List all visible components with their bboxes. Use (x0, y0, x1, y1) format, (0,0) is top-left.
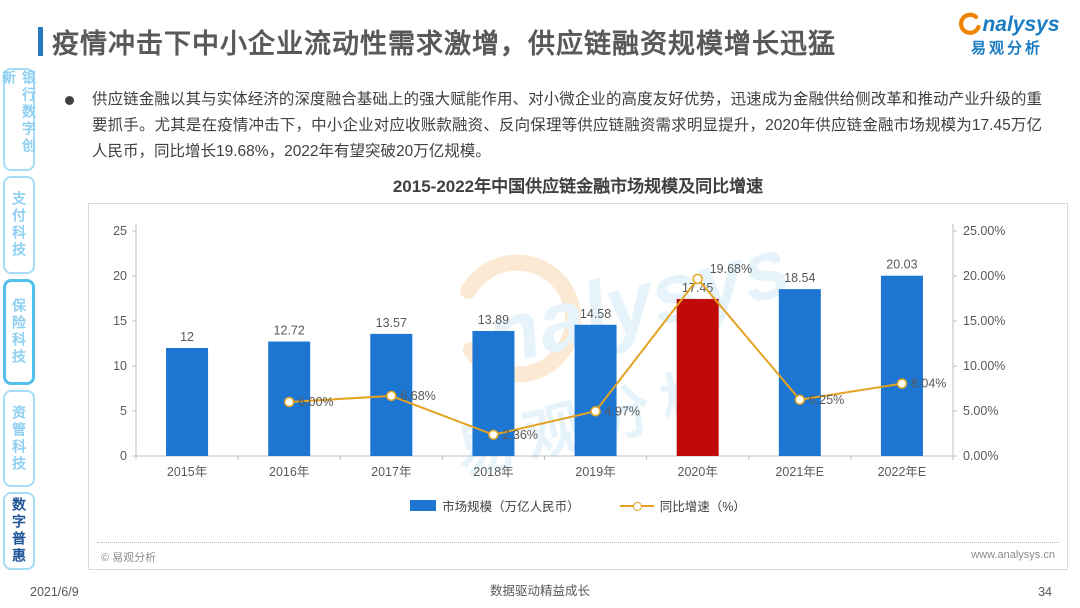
line-label-2020年: 19.68% (710, 262, 752, 276)
x-tick-label-2021年E: 2021年E (775, 465, 824, 479)
line-marker-2016年 (283, 396, 295, 408)
legend-item-growth-rate: 同比增速（%） (619, 496, 746, 515)
bullet-icon (65, 96, 74, 105)
analysys-swoosh-icon (959, 12, 982, 35)
chart-title: 2015-2022年中国供应链金融市场规模及同比增速 (392, 177, 764, 196)
line-marker-2022年E (896, 378, 908, 389)
x-tick-label-2020年: 2020年 (678, 465, 718, 479)
chart-footer-divider (97, 542, 1059, 543)
legend-label-market-size: 市场规模（万亿人民币） (442, 500, 580, 514)
bar-label-2018年: 13.89 (478, 313, 509, 327)
sidebar-tab-payment-tech[interactable]: 支付科技 (3, 176, 35, 274)
bar-2019年 (574, 324, 617, 456)
y-tick-label-right: 15.00% (963, 314, 1005, 328)
y-tick-label-left: 25 (113, 224, 127, 238)
x-tick-label-2019年: 2019年 (575, 465, 615, 479)
chart-footer: © 易观分析 www.analysys.cn (101, 549, 1055, 565)
line-label-2021年E: 6.25% (809, 393, 844, 407)
line-label-2017年: 6.68% (400, 389, 435, 403)
logo-row: nalysys (942, 10, 1072, 36)
chart-card: nalysys 易观分析 05101520250.00%5.00%10.00%1… (88, 203, 1068, 570)
y-tick-label-left: 5 (120, 404, 127, 418)
line-marker-2021年E (794, 394, 806, 405)
y-tick-label-left: 20 (113, 269, 127, 283)
bar-label-2020年: 17.45 (682, 281, 713, 295)
page-title: 疫情冲击下中小企业流动性需求激增，供应链融资规模增长迅猛 (52, 29, 836, 59)
y-tick-label-right: 20.00% (963, 269, 1005, 283)
legend-bar-swatch-icon (410, 500, 437, 511)
x-tick-label-2015年: 2015年 (167, 465, 207, 479)
footer-date: 2021/6/9 (30, 585, 79, 599)
logo-brand-text: nalysys (982, 13, 1060, 36)
line-marker-2019年 (590, 406, 601, 417)
bar-2015年 (166, 348, 209, 456)
x-tick-label-2016年: 2016年 (269, 465, 309, 479)
bar-label-2016年: 12.72 (274, 324, 305, 338)
logo-cn-text: 易观分析 (970, 40, 1043, 57)
footer-page-number: 34 (1038, 585, 1052, 599)
y-tick-label-right: 5.00% (963, 404, 998, 418)
bar-2021年E (778, 289, 821, 456)
legend-label-growth-rate: 同比增速（%） (659, 500, 746, 514)
x-tick-label-2017年: 2017年 (371, 465, 411, 479)
chart-copyright: © 易观分析 (101, 552, 157, 564)
title-accent-bar (38, 27, 43, 56)
line-label-2018年: 2.36% (502, 428, 537, 442)
sidebar-tab-asset-mgmt[interactable]: 资管科技 (3, 390, 35, 487)
chart-website: www.analysys.cn (971, 549, 1055, 561)
line-label-2019年: 4.97% (605, 404, 640, 418)
y-tick-label-right: 0.00% (963, 449, 998, 463)
chart-legend: 市场规模（万亿人民币） 同比增速（%） (89, 496, 1067, 515)
combo-chart: 0 5 10 15 20 25 0.00% 5.00% 10.00% 15.00% 20.00% 25… (113, 224, 1005, 479)
bar-label-2021年E: 18.54 (784, 271, 815, 285)
bar-label-2022年E: 20.03 (886, 258, 917, 272)
y-tick-label-right: 10.00% (963, 359, 1005, 373)
y-tick-label-left: 0 (120, 449, 127, 463)
legend-item-market-size: 市场规模（万亿人民币） (410, 496, 580, 515)
sidebar-tab-bank-digital[interactable]: 银行数字创新 (1, 68, 37, 171)
line-label-2016年: 6.00% (298, 395, 333, 409)
y-tick-label-left: 15 (113, 314, 127, 328)
bar-2020年 (676, 298, 719, 456)
bar-label-2015年: 12 (180, 330, 194, 344)
bar-label-2019年: 14.58 (580, 307, 611, 321)
y-tick-label-right: 25.00% (963, 224, 1005, 238)
line-marker-2017年 (386, 390, 397, 402)
bar-label-2017年: 13.57 (376, 316, 407, 330)
sidebar-tab-digital-inclusive[interactable]: 数字普惠 (3, 492, 35, 570)
line-marker-2020年 (692, 273, 703, 285)
line-marker-2018年 (488, 429, 499, 441)
line-label-2022年E: 8.04% (911, 377, 946, 391)
footer-slogan: 数据驱动精益成长 (489, 584, 590, 598)
summary-paragraph: 供应链金融以其与实体经济的深度融合基础上的强大赋能作用、对小微企业的高度友好优势… (92, 91, 1042, 160)
y-tick-label-left: 10 (113, 359, 127, 373)
x-tick-label-2022年E: 2022年E (878, 465, 927, 479)
bar-2022年E (880, 275, 923, 456)
analysys-logo: nalysys 易观分析 (942, 10, 1072, 58)
legend-line-swatch-icon (619, 501, 654, 511)
sidebar-tab-insurance-tech[interactable]: 保险科技 (3, 279, 35, 385)
x-tick-label-2018年: 2018年 (473, 465, 513, 479)
